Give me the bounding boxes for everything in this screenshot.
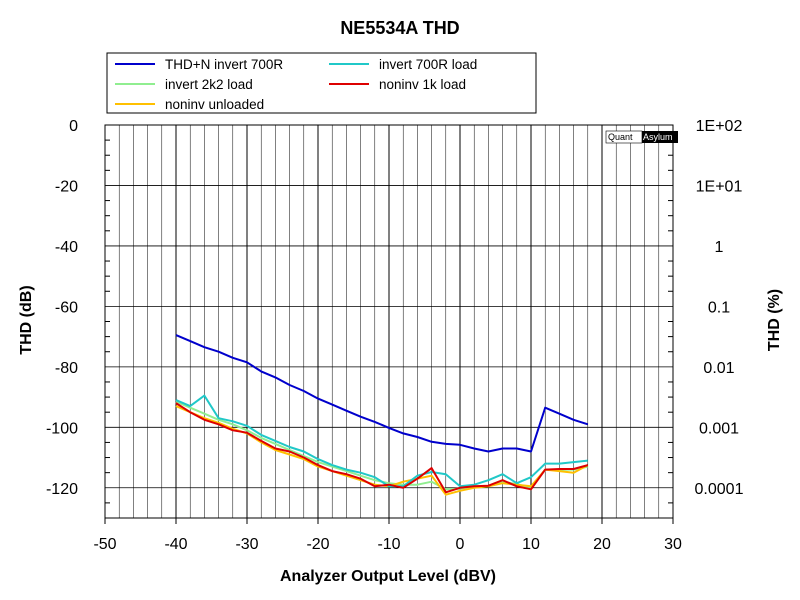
y2-tick-label: 1: [715, 239, 724, 256]
y-tick-label: -80: [55, 360, 78, 377]
x-tick-label: -30: [235, 536, 258, 553]
x-tick-label: -10: [377, 536, 400, 553]
x-tick-label: 0: [456, 536, 465, 553]
x-tick-label: 10: [522, 536, 540, 553]
watermark-text-2: Asylum: [643, 132, 673, 142]
legend-label: THD+N invert 700R: [165, 57, 283, 72]
legend-label: invert 2k2 load: [165, 77, 253, 92]
x-tick-label: 30: [664, 536, 682, 553]
y2-tick-label: 0.001: [699, 420, 739, 437]
y2-axis-label: THD (%): [766, 289, 783, 351]
series-line-5: [175, 402, 589, 494]
y-axis-label: THD (dB): [18, 285, 35, 354]
x-tick-label: -40: [164, 536, 187, 553]
y-tick-label: 0: [69, 118, 78, 135]
legend-label: noninv unloaded: [165, 97, 264, 112]
legend-label: noninv 1k load: [379, 77, 466, 92]
x-tick-label: 20: [593, 536, 611, 553]
y-tick-label: -60: [55, 299, 78, 316]
legend-label: invert 700R load: [379, 57, 477, 72]
chart-title: NE5534A THD: [340, 18, 459, 38]
y-tick-label: -120: [46, 481, 78, 498]
y2-tick-label: 1E+01: [696, 178, 743, 195]
x-axis-label: Analyzer Output Level (dBV): [280, 568, 496, 585]
series-line-1: [175, 334, 589, 453]
series-group: [175, 334, 589, 496]
y2-tick-label: 1E+02: [696, 118, 743, 135]
y2-tick-label: 0.0001: [695, 481, 744, 498]
x-tick-label: -50: [93, 536, 116, 553]
y2-tick-label: 0.1: [708, 299, 730, 316]
x-tick-label: -20: [306, 536, 329, 553]
axis-ticks: -50 -40 -30 -20 -10 0 10 20 300-20-40-60-80-100-…: [46, 118, 744, 553]
y-tick-label: -40: [55, 239, 78, 256]
y2-tick-label: 0.01: [703, 360, 734, 377]
watermark-box-right: [642, 131, 678, 143]
watermark: Quant Asylum: [605, 130, 678, 144]
watermark-text-1: Quant: [608, 132, 633, 142]
series-line-4: [175, 394, 588, 488]
legend-box: [106, 52, 537, 114]
plot-grid: [105, 125, 673, 518]
legend: THD+N invert 700R invert 700R load invert …: [106, 52, 537, 114]
y-tick-label: -20: [55, 178, 78, 195]
y-tick-label: -100: [46, 420, 78, 437]
